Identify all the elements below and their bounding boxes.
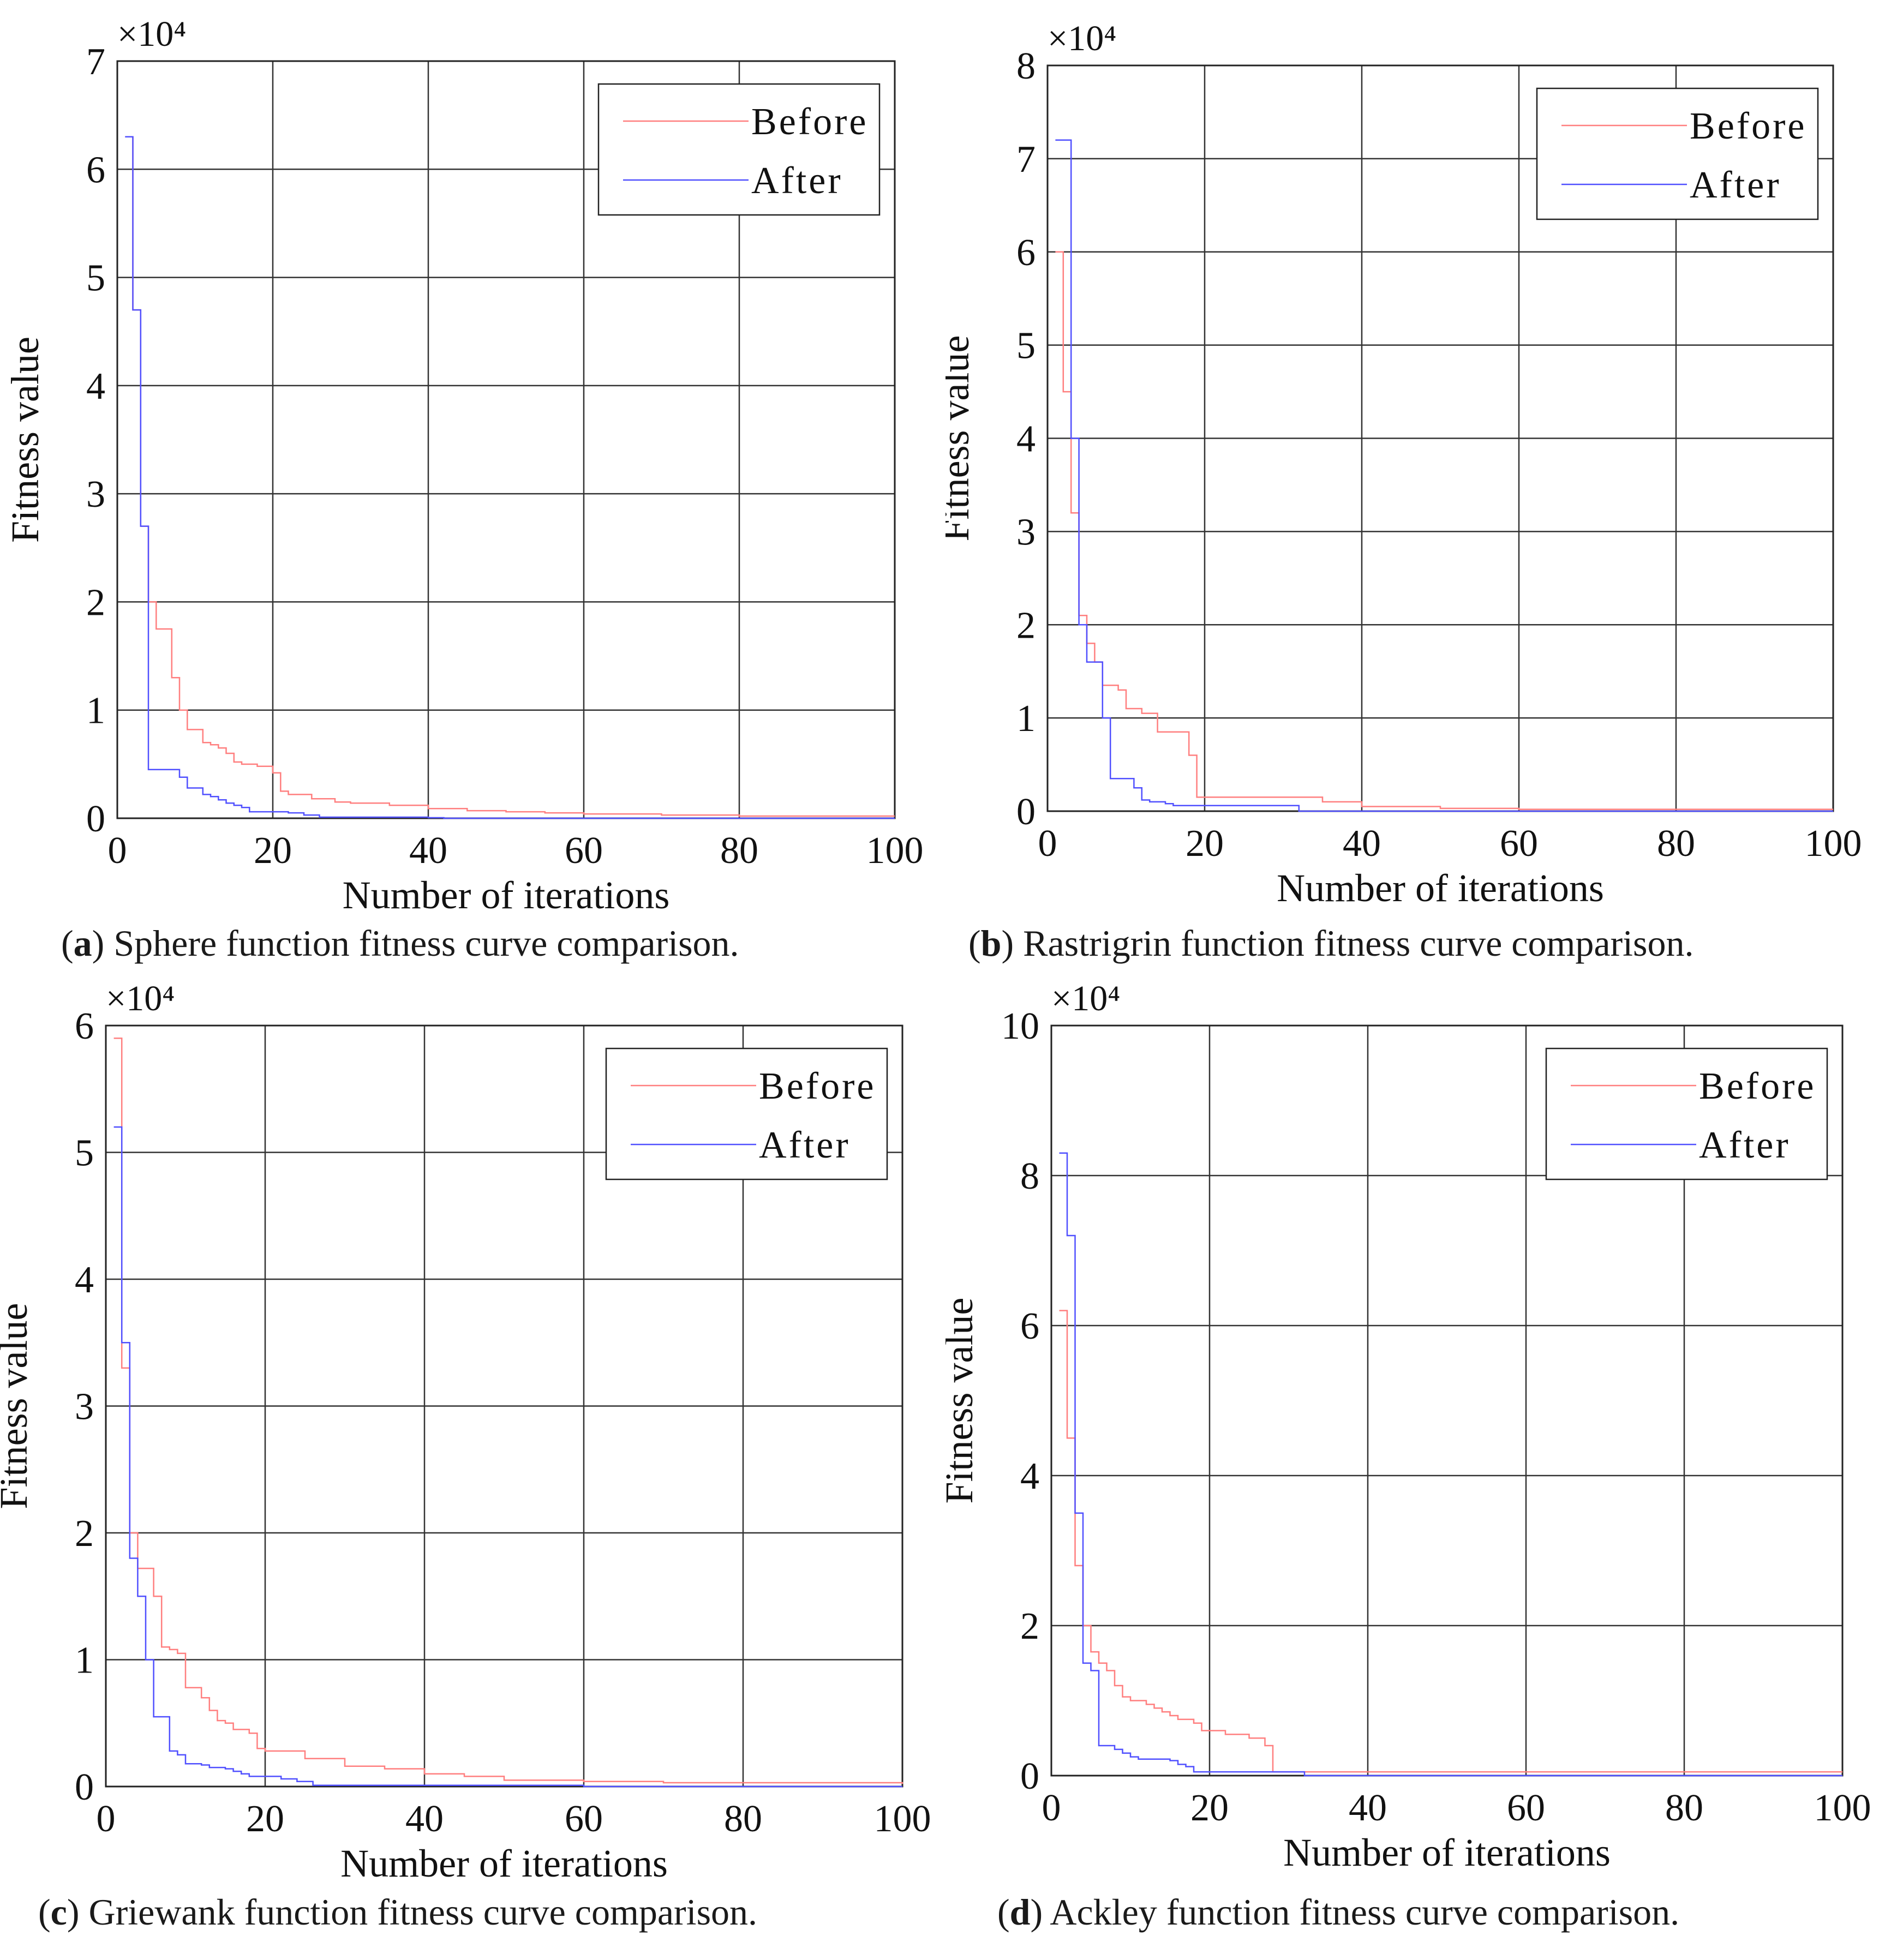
y-tick-label: 5	[86, 257, 105, 299]
y-tick-label: 1	[86, 690, 105, 732]
y-axis-label: Fitness value	[946, 1298, 981, 1504]
x-tick-label: 20	[246, 1798, 284, 1840]
y-tick-label: 4	[1016, 418, 1036, 460]
x-tick-label: 0	[108, 830, 127, 872]
legend-label-before: Before	[1690, 105, 1806, 147]
legend-box	[1536, 87, 1819, 220]
x-axis-label: Number of iterations	[1277, 866, 1604, 910]
x-axis-label: Number of iterations	[343, 873, 670, 916]
series-line-after	[1059, 1152, 1842, 1777]
y-tick-label: 8	[1016, 45, 1036, 87]
x-tick-label: 0	[1038, 823, 1057, 865]
legend-label-before: Before	[1699, 1065, 1816, 1107]
x-tick-label: 80	[724, 1798, 762, 1840]
x-tick-label: 40	[1343, 823, 1381, 865]
series-line-before	[1059, 1310, 1842, 1773]
legend-box	[1545, 1047, 1828, 1180]
panel-b-chart: 0 20 40 60 80 100 0 1 2 3 4 5 6 7 8 ×10⁴ Number of itera…	[946, 19, 1862, 910]
x-tick-label: 80	[720, 830, 758, 872]
y-tick-label: 5	[75, 1132, 94, 1174]
x-tick-label: 100	[866, 830, 924, 872]
y-multiplier-label: ×10⁴	[117, 14, 186, 54]
y-tick-label: 3	[1016, 511, 1036, 553]
x-tick-label: 0	[1042, 1787, 1061, 1829]
y-multiplier-label: ×10⁴	[1051, 979, 1120, 1018]
y-tick-label: 1	[75, 1640, 94, 1682]
panel-d-chart: 0 20 40 60 80 100 0 2 4 6 8 10 ×10⁴ Number of iterati…	[946, 979, 1871, 1874]
legend-label-after: After	[751, 160, 843, 202]
y-tick-label: 0	[75, 1766, 94, 1808]
x-tick-label: 60	[565, 1798, 603, 1840]
x-tick-label: 20	[1190, 1787, 1229, 1829]
y-tick-label: 4	[86, 365, 105, 407]
x-tick-label: 20	[254, 830, 292, 872]
axes-frame	[105, 1024, 903, 1788]
y-multiplier-label: ×10⁴	[1048, 19, 1116, 58]
y-multiplier-label: ×10⁴	[106, 979, 175, 1018]
x-tick-label: 60	[565, 830, 603, 872]
y-tick-label: 7	[86, 41, 105, 83]
legend-box	[605, 1047, 888, 1180]
panel-c-caption: (c) Griewank function fitness curve comp…	[38, 1891, 758, 1933]
y-tick-label: 6	[75, 1005, 94, 1047]
y-tick-label: 0	[1016, 791, 1036, 833]
x-tick-label: 60	[1500, 823, 1538, 865]
y-tick-label: 1	[1016, 698, 1036, 740]
y-tick-label: 3	[86, 473, 105, 516]
panel-a-chart: 0 20 40 60 80 100 0 1 2 3 4 5 6 7 ×10⁴ Number of iterat…	[3, 14, 924, 916]
y-tick-label: 6	[1016, 232, 1036, 274]
y-tick-label: 3	[75, 1386, 94, 1428]
y-axis-label: Fitness value	[0, 1303, 35, 1509]
y-tick-label: 4	[1020, 1455, 1039, 1497]
x-tick-label: 0	[97, 1798, 116, 1840]
x-tick-label: 80	[1657, 823, 1695, 865]
series-line-after	[113, 1126, 902, 1788]
legend-label-after: After	[759, 1124, 851, 1166]
panel-c-chart: 0 20 40 60 80 100 0 1 2 3 4 5 6 ×10⁴ Number of iterati…	[0, 979, 931, 1885]
x-axis-label: Number of iterations	[340, 1842, 668, 1885]
panel-b-caption: (b) Rastrigrin function fitness curve co…	[968, 922, 1694, 964]
y-tick-label: 2	[86, 582, 105, 624]
series-line-before	[1055, 251, 1833, 810]
x-tick-label: 40	[409, 830, 447, 872]
y-tick-label: 6	[86, 149, 105, 191]
x-tick-label: 40	[405, 1798, 444, 1840]
legend-box	[597, 83, 881, 216]
y-tick-label: 8	[1020, 1155, 1039, 1197]
legend-label-before: Before	[759, 1065, 876, 1107]
y-tick-label: 2	[1016, 604, 1036, 646]
x-tick-label: 80	[1665, 1787, 1703, 1829]
y-tick-label: 2	[75, 1513, 94, 1555]
y-axis-label: Fitness value	[3, 337, 47, 543]
y-tick-label: 0	[1020, 1755, 1039, 1797]
y-tick-label: 2	[1020, 1605, 1039, 1647]
y-tick-label: 0	[86, 798, 105, 840]
x-tick-label: 100	[874, 1798, 931, 1840]
panel-d-caption: (d) Ackley function fitness curve compar…	[997, 1891, 1680, 1933]
legend-label-before: Before	[751, 101, 868, 143]
x-axis-label: Number of iterations	[1283, 1831, 1611, 1874]
y-tick-label: 10	[1001, 1005, 1039, 1047]
x-tick-label: 20	[1186, 823, 1224, 865]
x-tick-label: 40	[1349, 1787, 1387, 1829]
series-line-after	[125, 136, 895, 819]
series-line-after	[1055, 139, 1833, 812]
series-line-before	[113, 1038, 903, 1784]
series-line-before	[125, 136, 895, 817]
panel-a-caption: (a) Sphere function fitness curve compar…	[61, 922, 739, 964]
x-tick-label: 100	[1805, 823, 1862, 865]
y-tick-label: 6	[1020, 1305, 1039, 1347]
y-tick-label: 4	[75, 1259, 94, 1301]
legend-label-after: After	[1690, 164, 1781, 206]
y-tick-label: 5	[1016, 325, 1036, 367]
x-tick-label: 100	[1814, 1787, 1871, 1829]
legend-label-after: After	[1699, 1124, 1791, 1166]
y-tick-label: 7	[1016, 139, 1036, 181]
x-tick-label: 60	[1507, 1787, 1545, 1829]
y-axis-label: Fitness value	[946, 335, 977, 542]
